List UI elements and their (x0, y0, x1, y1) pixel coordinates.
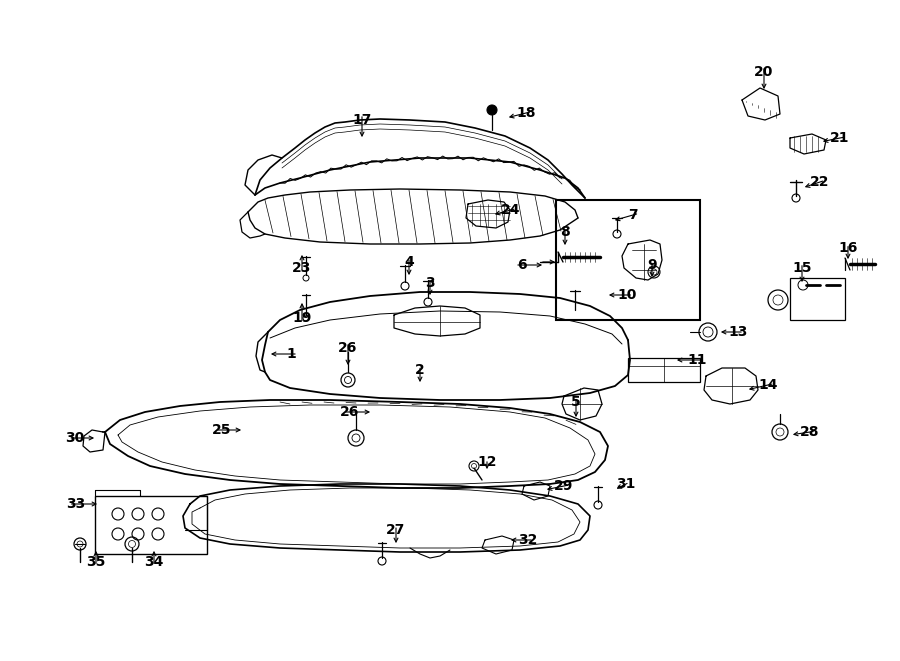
Text: 27: 27 (386, 523, 406, 537)
Text: 33: 33 (67, 497, 86, 511)
Text: 23: 23 (292, 261, 311, 275)
Text: 28: 28 (800, 425, 820, 439)
Text: 18: 18 (517, 106, 535, 120)
Text: 10: 10 (617, 288, 636, 302)
Text: 20: 20 (754, 65, 774, 79)
Text: 13: 13 (728, 325, 748, 339)
Text: 6: 6 (518, 258, 526, 272)
Text: 7: 7 (628, 208, 638, 222)
Text: 21: 21 (830, 131, 850, 145)
Text: 11: 11 (688, 353, 706, 367)
Text: 17: 17 (352, 113, 372, 127)
Text: 4: 4 (404, 255, 414, 269)
Bar (790, 278, 845, 320)
Text: 1: 1 (286, 347, 296, 361)
Text: 19: 19 (292, 311, 311, 325)
Bar (556, 200, 700, 320)
Text: 30: 30 (66, 431, 85, 445)
Circle shape (487, 105, 497, 115)
Bar (628, 358, 700, 382)
Text: 16: 16 (838, 241, 858, 255)
Text: 22: 22 (810, 175, 830, 189)
Text: 35: 35 (86, 555, 105, 569)
Text: 26: 26 (340, 405, 360, 419)
Text: 14: 14 (758, 378, 778, 392)
Text: 15: 15 (792, 261, 812, 275)
Text: 32: 32 (518, 533, 537, 547)
Text: 5: 5 (572, 395, 580, 409)
Text: 31: 31 (616, 477, 635, 491)
Text: 3: 3 (425, 276, 435, 290)
Text: 8: 8 (560, 225, 570, 239)
Text: 34: 34 (144, 555, 164, 569)
Text: 25: 25 (212, 423, 232, 437)
Bar (95, 496, 207, 554)
Text: 2: 2 (415, 363, 425, 377)
Text: 26: 26 (338, 341, 357, 355)
Text: 29: 29 (554, 479, 573, 493)
Text: 9: 9 (647, 258, 657, 272)
Text: 12: 12 (477, 455, 497, 469)
Text: 24: 24 (501, 203, 521, 217)
